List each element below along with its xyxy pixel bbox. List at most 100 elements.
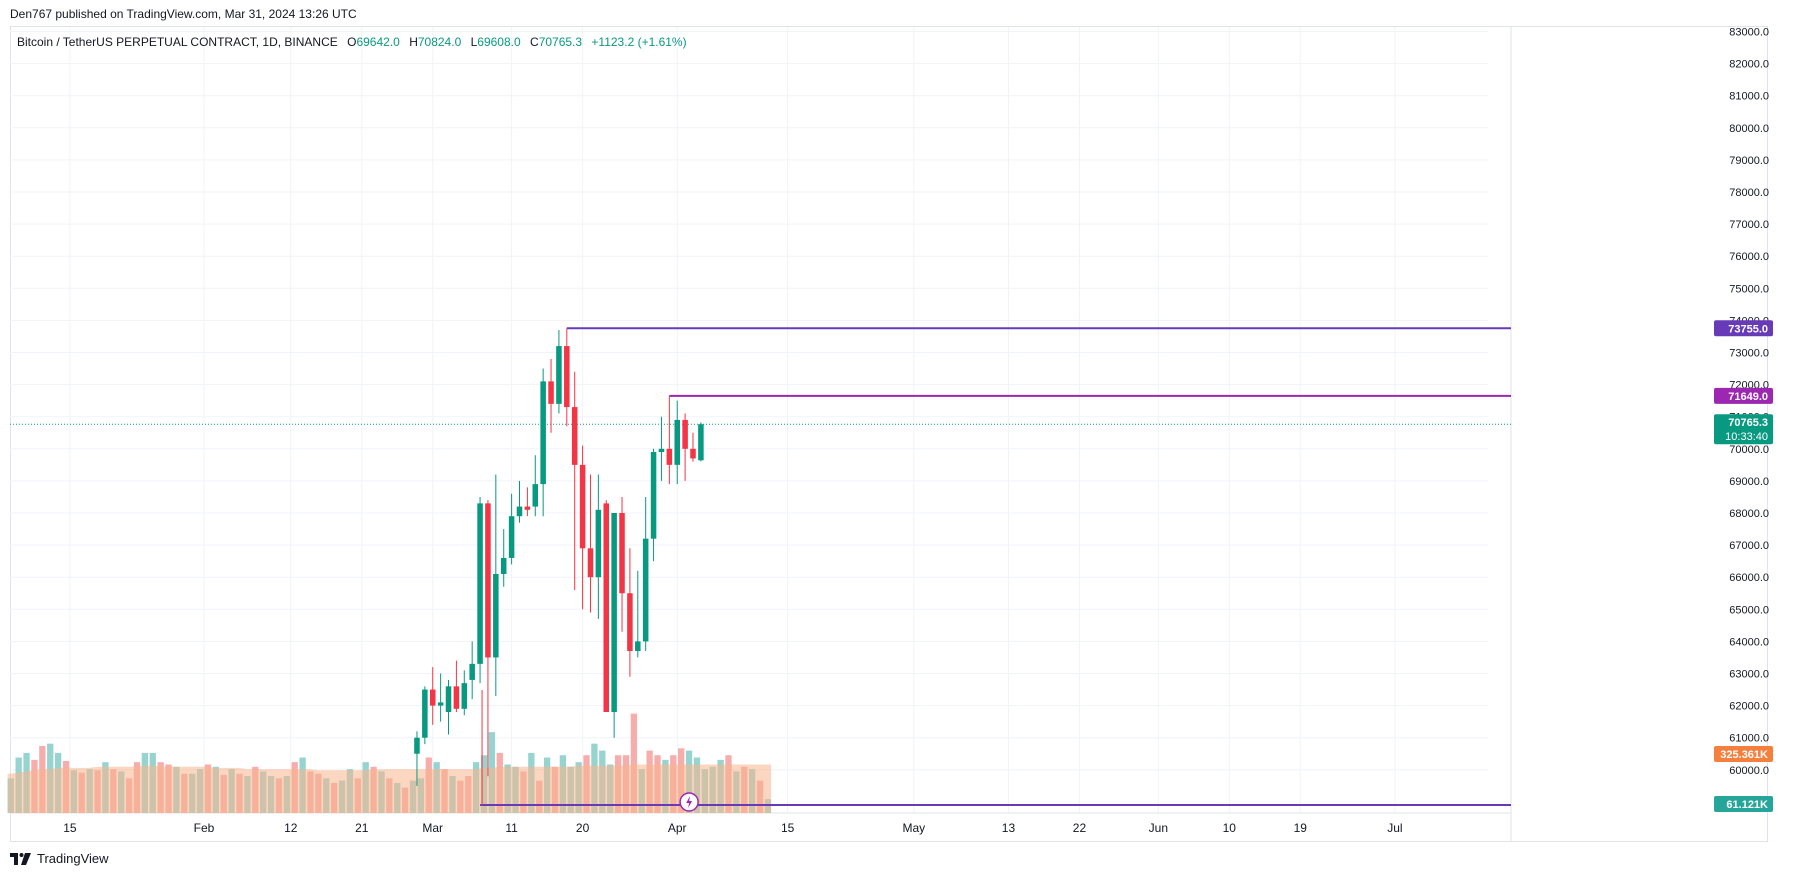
high-value: 70824.0	[417, 35, 462, 49]
time-tick-label: 12	[284, 821, 298, 835]
candle-body	[666, 448, 673, 465]
time-tick-label: 22	[1073, 821, 1087, 835]
candle-body	[500, 557, 507, 574]
candle-body	[587, 548, 594, 578]
candle-body	[650, 452, 657, 539]
time-tick-label: Apr	[668, 821, 687, 835]
price-tick-label: 83000.0	[1729, 27, 1769, 39]
price-tick-label: 75000.0	[1729, 283, 1769, 295]
high-label: H	[409, 35, 418, 49]
candle-body	[564, 346, 570, 408]
candle-body	[571, 407, 578, 465]
footer-brand[interactable]: TradingView	[10, 851, 109, 866]
candle-body	[690, 448, 696, 459]
level-label-71649: 71649.0	[1728, 391, 1768, 403]
last-price-label-bg	[1714, 414, 1773, 445]
time-tick-label: 15	[63, 821, 77, 835]
time-tick-label: 19	[1294, 821, 1308, 835]
change-value: +1123.2 (+1.61%)	[591, 35, 687, 49]
price-tick-label: 64000.0	[1729, 636, 1769, 648]
candle-body	[429, 689, 436, 706]
price-tick-label: 77000.0	[1729, 219, 1769, 231]
open-label: O	[347, 35, 357, 49]
last-price-label-countdown: 10:33:40	[1725, 431, 1768, 443]
symbol-legend: Bitcoin / TetherUS PERPETUAL CONTRACT, 1…	[17, 35, 693, 49]
candle-body	[524, 506, 531, 510]
price-tick-label: 80000.0	[1729, 123, 1769, 135]
time-tick-label: May	[902, 821, 925, 835]
open-value: 69642.0	[356, 35, 400, 49]
price-tick-label: 62000.0	[1729, 701, 1769, 713]
footer-brand-label: TradingView	[37, 851, 109, 866]
candle-body	[635, 641, 641, 652]
price-tick-label: 73000.0	[1729, 348, 1769, 360]
candle-body	[682, 419, 688, 449]
low-label: L	[470, 35, 478, 49]
price-tick-label: 76000.0	[1729, 251, 1769, 263]
price-tick-label: 63000.0	[1729, 669, 1769, 681]
price-tick-label: 81000.0	[1729, 91, 1769, 103]
price-tick-label: 66000.0	[1729, 572, 1769, 584]
time-tick-label: Mar	[422, 821, 443, 835]
close-label: C	[530, 35, 539, 49]
candle-body	[540, 381, 546, 485]
price-tick-label: 65000.0	[1729, 604, 1769, 616]
price-tick-label: 69000.0	[1729, 476, 1769, 488]
candle-body	[698, 424, 704, 461]
volume-ma-area	[7, 764, 772, 813]
last-price-label: 70765.3	[1728, 417, 1768, 429]
candle-body	[445, 686, 452, 713]
level-label-73755-bg	[1714, 320, 1773, 337]
price-tick-label: 79000.0	[1729, 155, 1769, 167]
candle-body	[619, 513, 625, 594]
time-tick-label: 11	[505, 821, 518, 835]
candle-body	[674, 419, 680, 465]
candle-body	[642, 538, 649, 642]
tradingview-logo-icon	[10, 852, 32, 865]
candle-body	[603, 503, 610, 713]
candle-body	[579, 464, 586, 549]
low-value: 69608.0	[477, 35, 521, 49]
candle-body	[453, 686, 460, 709]
volume-ma-label: 325.361K	[1720, 749, 1768, 761]
lightning-glyph	[686, 796, 693, 808]
candle-body	[658, 448, 665, 453]
candle-body	[611, 513, 617, 713]
volume-last-label-bg	[1714, 796, 1773, 812]
candle-body	[477, 503, 483, 664]
time-tick-label: Jul	[1387, 821, 1402, 835]
candle-body	[532, 484, 539, 507]
candle-body	[516, 506, 523, 517]
candle-body	[556, 346, 562, 404]
level-label-73755: 73755.0	[1728, 323, 1768, 335]
price-tick-label: 78000.0	[1729, 187, 1769, 199]
time-tick-label: 10	[1223, 821, 1237, 835]
time-tick-label: 20	[576, 821, 590, 835]
volume-ma-label-bg	[1714, 746, 1773, 762]
candle-body	[437, 702, 444, 706]
candle-body	[461, 683, 468, 709]
candle-body	[469, 663, 475, 680]
volume-last-label: 61.121K	[1726, 799, 1768, 811]
candle-body	[493, 573, 499, 658]
level-label-71649-bg	[1714, 387, 1773, 404]
price-tick-label: 82000.0	[1729, 59, 1769, 71]
price-tick-label: 70000.0	[1729, 444, 1769, 456]
candle-body	[508, 516, 515, 558]
time-tick-label: 13	[1002, 821, 1016, 835]
price-tick-label: 68000.0	[1729, 508, 1769, 520]
time-tick-label: Jun	[1149, 821, 1168, 835]
volume-bar	[630, 713, 638, 813]
publisher-header: Den767 published on TradingView.com, Mar…	[10, 7, 357, 21]
symbol-title[interactable]: Bitcoin / TetherUS PERPETUAL CONTRACT, 1…	[17, 35, 338, 49]
time-tick-label: 21	[355, 821, 369, 835]
close-value: 70765.3	[538, 35, 583, 49]
candle-body	[627, 593, 633, 652]
time-tick-label: 15	[781, 821, 795, 835]
candle-body	[422, 689, 428, 738]
candle-body	[595, 509, 602, 578]
candle-body	[548, 381, 554, 404]
price-tick-label: 67000.0	[1729, 540, 1769, 552]
candle-body	[414, 737, 420, 754]
